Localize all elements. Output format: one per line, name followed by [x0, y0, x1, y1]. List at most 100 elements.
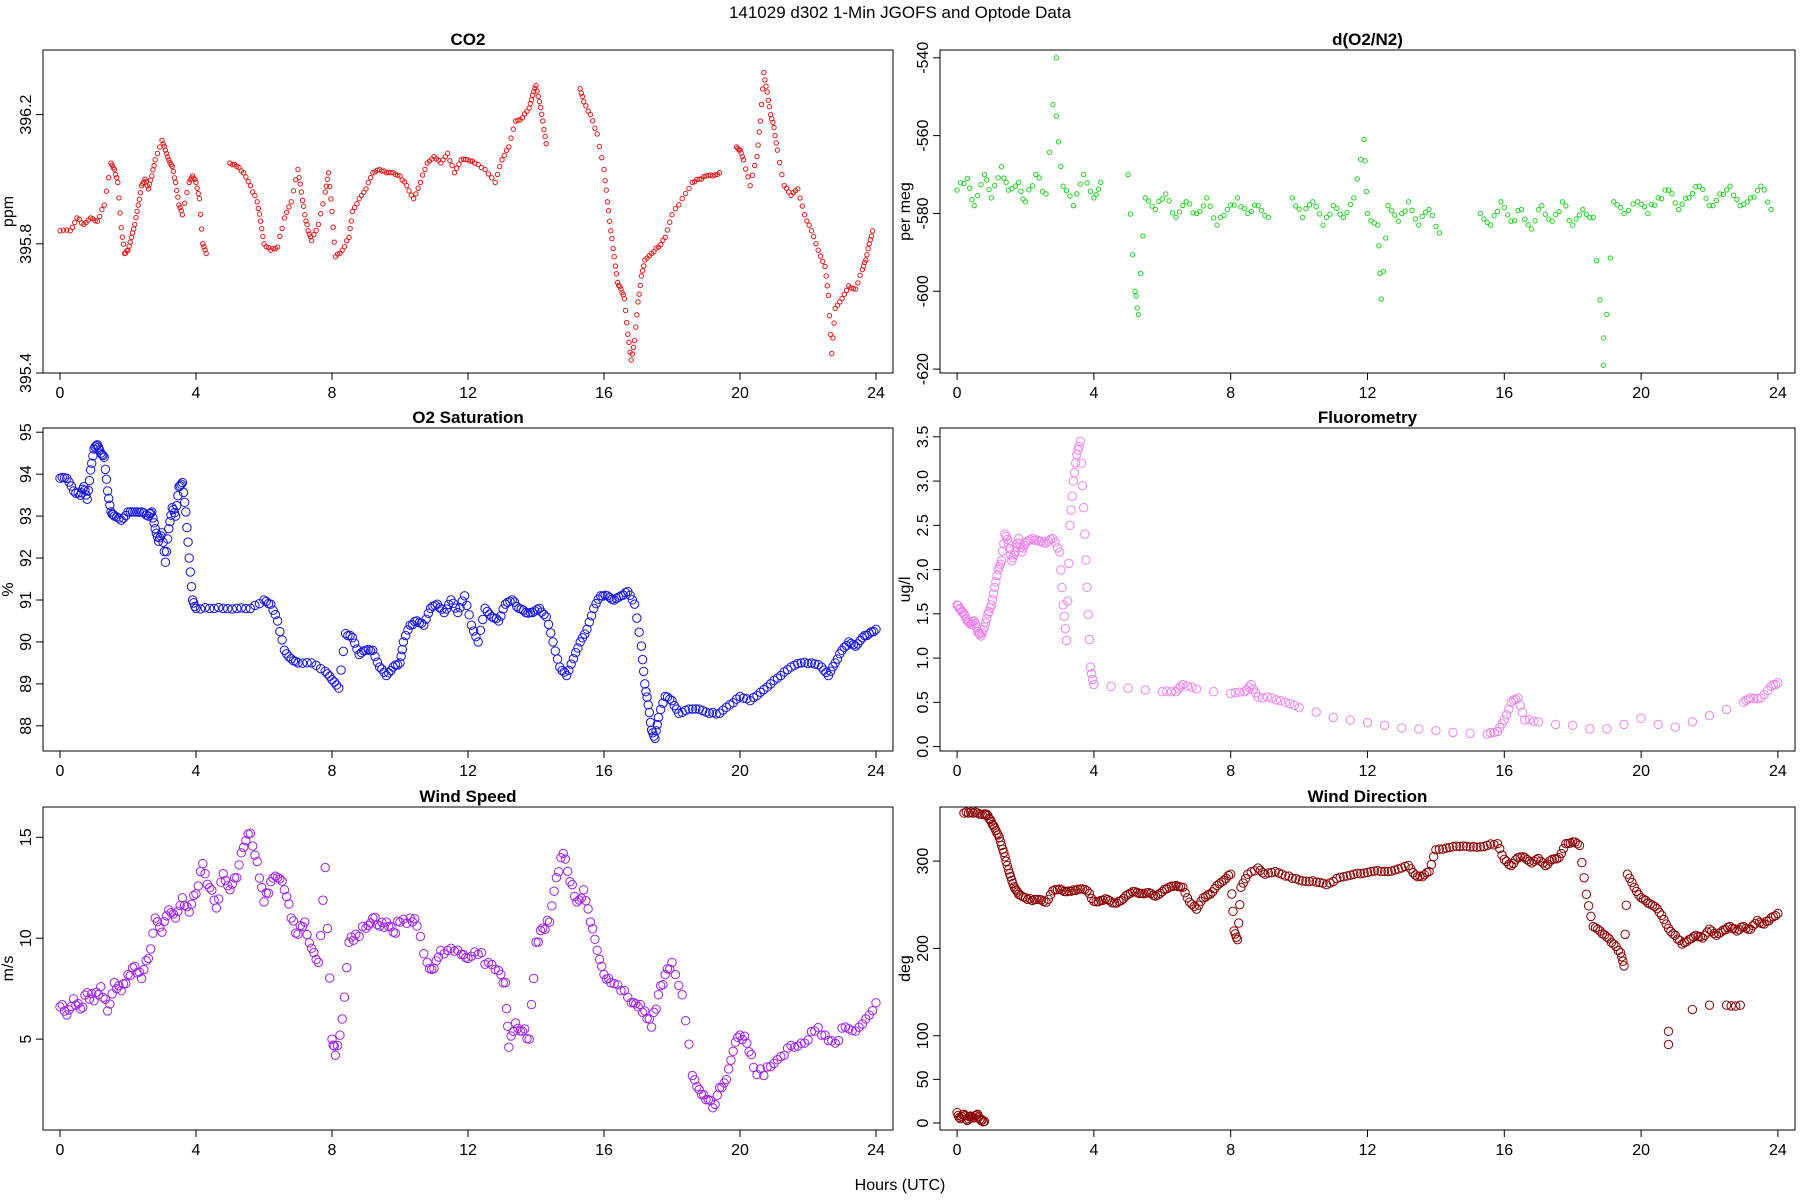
wspd-point — [567, 879, 577, 890]
wspd-point — [670, 969, 681, 980]
do2n2-point — [1330, 202, 1337, 209]
co2-point — [194, 185, 200, 191]
co2-series — [57, 69, 876, 363]
do2n2-ylabel: per meg — [897, 182, 914, 241]
do2n2-point — [1744, 199, 1750, 205]
do2n2-point — [1058, 163, 1064, 170]
co2-point — [679, 195, 685, 202]
o2sat-point — [421, 614, 431, 624]
wspd-point — [544, 917, 555, 927]
wspd-point — [422, 957, 432, 968]
wdir-point — [1311, 877, 1321, 887]
co2-point — [534, 88, 540, 94]
wspd-point — [513, 1023, 523, 1034]
co2-point — [850, 286, 857, 292]
wspd-point — [130, 961, 140, 972]
o2sat-point — [100, 464, 111, 475]
co2-point — [631, 338, 638, 344]
fluor-point — [1069, 468, 1080, 478]
wspd-point — [506, 1031, 516, 1041]
co2-point — [596, 143, 603, 150]
co2-point — [349, 208, 356, 215]
wspd-point — [96, 981, 106, 992]
o2sat-x-tick-label: 12 — [459, 763, 477, 780]
wspd-point — [354, 931, 364, 942]
wspd-point — [57, 1000, 67, 1010]
do2n2-point — [1576, 212, 1583, 218]
wspd-point — [89, 996, 99, 1006]
co2-point — [112, 171, 119, 178]
wdir-point — [1109, 898, 1120, 908]
co2-point — [629, 351, 636, 357]
wspd-point — [207, 885, 217, 895]
wdir-title: Wind Direction — [1308, 787, 1428, 806]
wspd-y-tick-label: 15 — [18, 828, 35, 846]
fluor-point — [1257, 693, 1268, 703]
o2sat-point — [649, 731, 659, 741]
wdir-point — [1588, 921, 1598, 932]
wdir-point — [1461, 841, 1472, 851]
o2sat-point — [165, 516, 175, 527]
o2sat-point — [363, 644, 373, 655]
do2n2-point — [1347, 201, 1354, 208]
do2n2-point — [1060, 183, 1066, 189]
wspd-point — [182, 901, 192, 912]
co2-point — [295, 166, 301, 173]
do2n2-point — [1046, 149, 1053, 155]
co2-point — [754, 153, 760, 160]
o2sat-point — [573, 643, 583, 653]
co2-point — [135, 202, 141, 208]
wdir-point — [1682, 937, 1692, 947]
fluor-point — [1187, 682, 1197, 692]
wdir-point — [1625, 873, 1635, 883]
fluor-point — [1752, 694, 1763, 704]
o2sat-point — [441, 604, 452, 614]
wdir-point — [1043, 894, 1054, 904]
wdir-point — [1687, 1004, 1698, 1015]
o2sat-point — [423, 608, 434, 618]
do2n2-point — [1563, 203, 1569, 209]
fluor-point — [1520, 715, 1530, 725]
wspd-point — [574, 895, 584, 905]
o2sat-y-tick-label: 92 — [18, 549, 35, 567]
fluor-point — [1057, 582, 1067, 593]
o2sat-x-tick-label: 16 — [595, 763, 613, 780]
fluor-point — [1083, 609, 1093, 620]
co2-point — [578, 90, 585, 96]
fluor-point — [1005, 550, 1016, 560]
wspd-point — [542, 915, 553, 926]
fluor-point — [1267, 693, 1277, 703]
fluor-point — [1504, 704, 1514, 714]
co2-point — [806, 222, 812, 228]
wdir-point — [1621, 900, 1631, 910]
wspd-point — [232, 872, 242, 883]
o2sat-point — [379, 667, 389, 678]
o2sat-point — [459, 591, 470, 601]
wdir-point — [1663, 1026, 1674, 1037]
fluor-point — [1749, 693, 1759, 704]
o2sat-point — [148, 513, 158, 523]
wdir-point — [1157, 886, 1168, 897]
wspd-point — [665, 964, 675, 974]
wspd-point — [674, 980, 684, 991]
fluor-point — [992, 570, 1002, 581]
o2sat-point — [464, 610, 474, 620]
do2n2-point — [1761, 187, 1767, 193]
co2-point — [869, 228, 876, 234]
wspd-point — [660, 969, 670, 980]
fluor-point — [1285, 698, 1295, 709]
o2sat-point — [466, 620, 477, 630]
wspd-point — [813, 1022, 823, 1033]
co2-point — [115, 179, 121, 186]
wdir-point — [1695, 931, 1706, 942]
do2n2-point — [1693, 183, 1699, 190]
wspd-point — [806, 1026, 817, 1037]
do2n2-point — [1734, 196, 1740, 202]
wdir-point — [1084, 888, 1095, 899]
wdir-point — [1428, 852, 1439, 862]
wdir-point — [1328, 876, 1339, 887]
do2n2-point — [1723, 187, 1730, 193]
wdir-point — [1379, 866, 1390, 877]
wspd-point — [723, 1064, 734, 1074]
co2-point — [106, 174, 112, 181]
